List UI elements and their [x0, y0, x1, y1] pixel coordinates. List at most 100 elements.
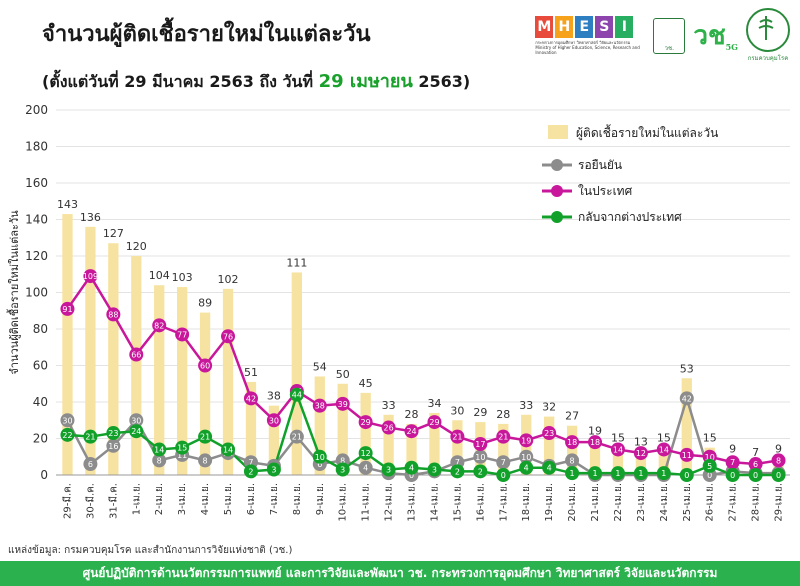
bar-value-label: 136: [80, 211, 101, 224]
series-point-label-0: 7: [501, 458, 506, 467]
series-point-label-1: 91: [62, 305, 72, 314]
bar-value-label: 7: [752, 446, 759, 459]
bar: [176, 287, 188, 475]
subtitle-suffix: 2563): [418, 72, 471, 91]
series-point-label-1: 6: [753, 460, 758, 469]
series-point-1: [473, 436, 488, 451]
series-point-label-0: 6: [88, 460, 93, 469]
series-point-1: [60, 301, 75, 316]
bar: [566, 425, 578, 475]
bar-value-label: 32: [542, 401, 556, 414]
series-point-2: [221, 442, 236, 457]
series-point-1: [771, 453, 786, 468]
footer-bar: ศูนย์ปฏิบัติการด้านนวัตกรรมการแพทย์ และก…: [0, 561, 800, 586]
series-point-label-2: 21: [200, 433, 210, 442]
series-point-1: [725, 455, 740, 470]
series-point-1: [175, 327, 190, 342]
series-point-1: [427, 415, 442, 430]
series-point-1: [404, 424, 419, 439]
bar: [199, 312, 211, 475]
series-point-2: [266, 462, 281, 477]
y-tick-label: 100: [25, 286, 48, 300]
daily-cases-chart: 020406080100120140160180200จำนวนผู้ติดเช…: [6, 103, 790, 522]
legend-bar-swatch: [548, 125, 568, 139]
x-tick-label: 21-เม.ย.: [590, 483, 601, 522]
legend-series-label: ในประเทศ: [578, 184, 633, 198]
x-tick-label: 15-เม.ย.: [452, 483, 463, 522]
series-point-1: [679, 447, 694, 462]
series-point-0: [358, 460, 373, 475]
series-point-label-2: 2: [455, 467, 460, 476]
series-point-label-1: 10: [705, 453, 715, 462]
bar-value-label: 28: [405, 408, 419, 421]
series-point-label-0: 10: [521, 453, 531, 462]
series-point-label-2: 0: [730, 471, 735, 480]
series-point-label-2: 1: [615, 469, 620, 478]
series-point-2: [289, 387, 304, 402]
x-tick-label: 17-เม.ย.: [498, 483, 509, 522]
mhesi-letter-m: M: [535, 16, 554, 38]
series-point-2: [771, 468, 786, 482]
series-point-2: [588, 466, 603, 481]
series-point-label-1: 29: [361, 418, 371, 427]
series-point-label-2: 0: [684, 471, 689, 480]
series-point-label-1: 82: [154, 321, 164, 330]
series-point-1: [152, 318, 167, 333]
bar: [429, 412, 440, 475]
series-point-label-2: 23: [108, 429, 118, 438]
mhesi-letter-i: I: [615, 16, 634, 38]
series-point-label-2: 4: [524, 464, 529, 473]
x-tick-label: 4-เม.ย.: [200, 483, 211, 515]
bar: [154, 285, 165, 475]
bar-value-label: 30: [450, 404, 464, 417]
series-point-label-1: 18: [567, 438, 577, 447]
series-point-label-2: 5: [707, 462, 712, 471]
bar-value-label: 28: [496, 408, 510, 421]
series-point-label-2: 22: [62, 431, 72, 440]
series-point-0: [473, 449, 488, 464]
series-point-label-2: 12: [361, 449, 371, 458]
nrct-seal-logo: วช.: [653, 17, 686, 54]
series-point-label-2: 0: [753, 471, 758, 480]
series-point-label-1: 17: [475, 440, 485, 449]
data-source: แหล่งข้อมูล: กรมควบคุมโรค และสำนักงานการ…: [8, 545, 293, 556]
series-point-2: [450, 464, 465, 479]
series-point-1: [633, 446, 648, 461]
x-tick-label: 28-เม.ย.: [751, 483, 762, 522]
bar: [612, 447, 624, 475]
mhesi-caption-en: Ministry of Higher Education, Science, R…: [535, 45, 640, 55]
series-point-label-1: 76: [223, 332, 233, 341]
series-point-1: [243, 391, 258, 406]
bar: [406, 423, 417, 475]
series-point-label-1: 60: [200, 362, 210, 371]
bar-value-label: 9: [775, 443, 782, 456]
x-tick-label: 9-เม.ย.: [315, 483, 326, 515]
bar: [360, 392, 371, 475]
series-point-label-2: 3: [340, 466, 345, 475]
y-tick-label: 60: [33, 359, 48, 373]
bar-value-label: 29: [473, 406, 487, 419]
x-tick-label: 29-เม.ย.: [774, 483, 785, 522]
ddc-emblem-icon: [746, 8, 790, 52]
mhesi-caption: กระทรวงการอุดมศึกษา วิทยาศาสตร์ วิจัยและ…: [535, 40, 645, 55]
bar-value-label: 15: [611, 432, 625, 445]
series-point-1: [358, 415, 373, 430]
series-point-1: [450, 429, 465, 444]
bar: [222, 288, 234, 475]
series-point-1: [221, 329, 236, 344]
bar: [498, 423, 509, 475]
x-tick-label: 2-เม.ย.: [154, 483, 165, 515]
series-point-label-0: 0: [409, 471, 414, 480]
series-point-2: [152, 442, 167, 457]
series-point-label-1: 14: [613, 445, 623, 454]
series-point-1: [519, 433, 534, 448]
y-tick-label: 20: [33, 432, 48, 446]
series-point-label-1: 38: [315, 402, 325, 411]
x-tick-label: 27-เม.ย.: [728, 483, 739, 522]
bar: [291, 272, 303, 475]
x-tick-label: 23-เม.ย.: [636, 483, 647, 522]
bar-value-label: 15: [657, 432, 671, 445]
ddc-caption: กรมควบคุมโรค: [747, 55, 789, 62]
bar-value-label: 19: [588, 424, 602, 437]
